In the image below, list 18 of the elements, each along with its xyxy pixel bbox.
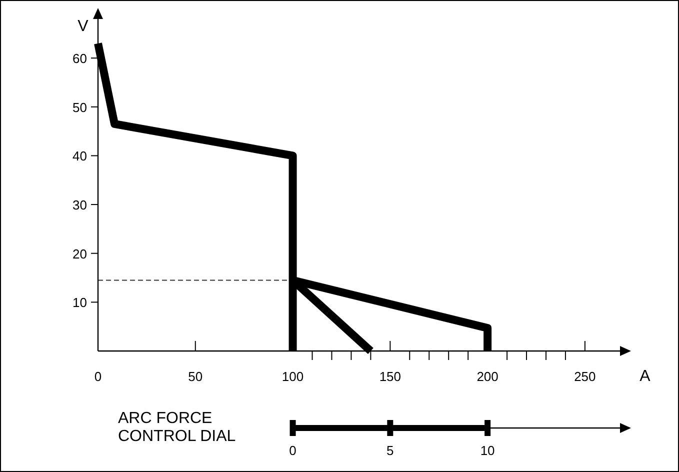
y-axis-title: V [78, 18, 89, 35]
x-tick-label: 0 [94, 369, 102, 384]
y-tick-label: 30 [72, 198, 87, 213]
x2-tick-label: 10 [480, 443, 495, 458]
x-tick-label: 250 [574, 369, 596, 384]
x-tick-label: 200 [476, 369, 498, 384]
x-axis-title: A [640, 368, 651, 385]
x2-tick-label: 0 [289, 443, 296, 458]
y-tick-label: 50 [72, 100, 87, 115]
x-tick-label: 150 [379, 369, 402, 384]
y-tick-label: 60 [72, 51, 87, 66]
y-tick-label: 40 [72, 148, 87, 164]
y-tick-label: 20 [72, 246, 87, 262]
x2-tick-label: 5 [386, 443, 394, 458]
x2-axis-title: ARC FORCE CONTROL DIAL [118, 410, 236, 445]
x-tick-label: 100 [282, 369, 304, 384]
y-tick-label: 10 [72, 295, 87, 310]
x-tick-label: 50 [188, 369, 203, 384]
